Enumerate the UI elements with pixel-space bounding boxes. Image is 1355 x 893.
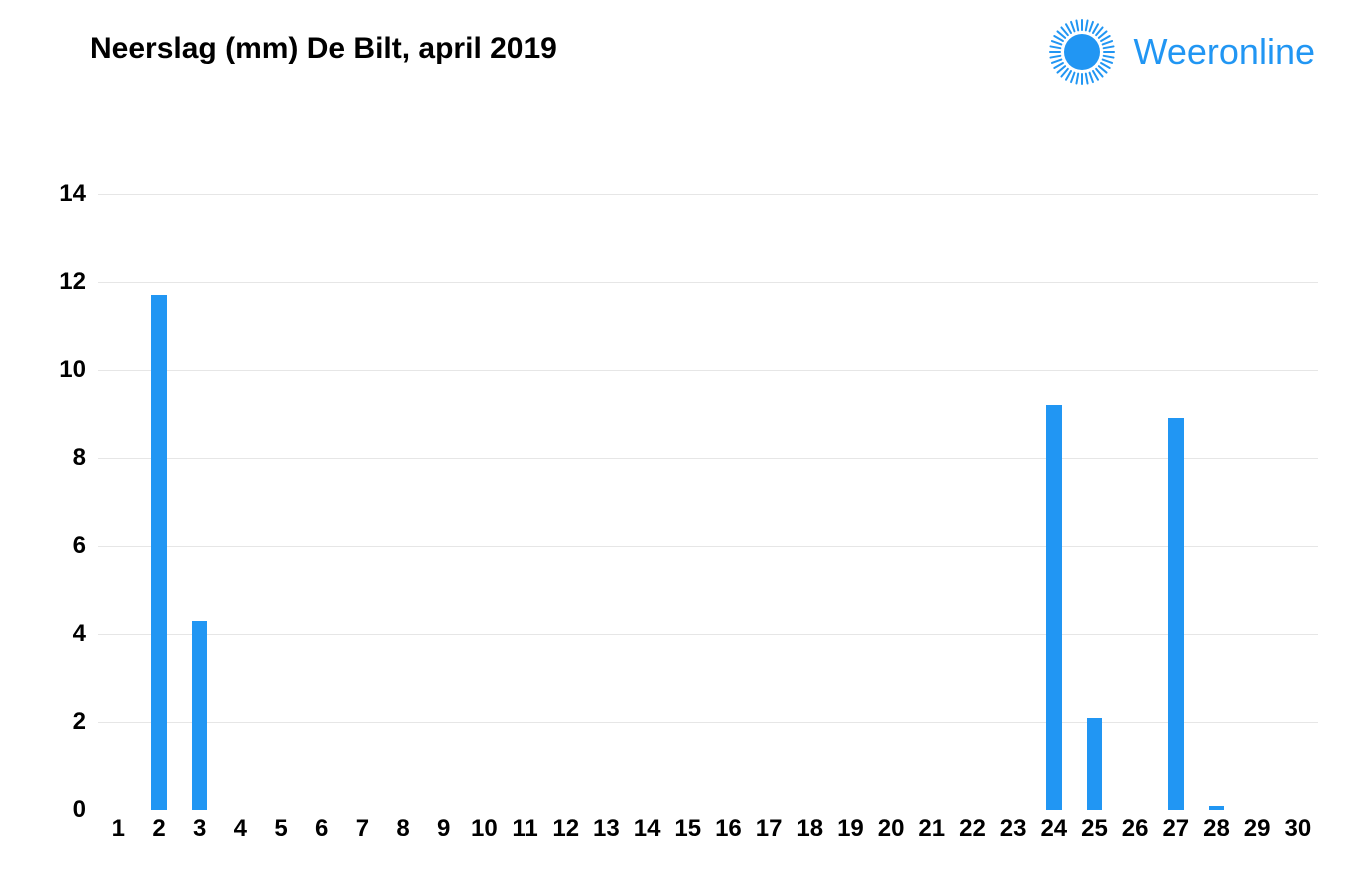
x-tick-label: 21 [911,815,952,843]
bar-slot [952,175,993,810]
bar-slot [1237,175,1278,810]
x-tick-label: 27 [1155,815,1196,843]
bar-slot [261,175,302,810]
brand-name: Weeronline [1134,31,1315,73]
chart-bar [151,295,166,810]
bar-slot [98,175,139,810]
chart-bar [192,621,207,810]
y-tick-label: 14 [26,180,86,208]
bar-slot [1115,175,1156,810]
x-tick-label: 26 [1115,815,1156,843]
bar-slot [545,175,586,810]
bar-slot [871,175,912,810]
x-tick-label: 1 [98,815,139,843]
chart-bar [1209,806,1224,810]
bar-slot [1277,175,1318,810]
y-tick-label: 4 [26,620,86,648]
x-tick-label: 17 [749,815,790,843]
bar-slot [789,175,830,810]
x-tick-label: 16 [708,815,749,843]
brand-logo: Weeronline [1048,18,1315,86]
x-tick-label: 19 [830,815,871,843]
bar-slot [1033,175,1074,810]
x-tick-label: 30 [1277,815,1318,843]
bar-slot [911,175,952,810]
x-axis: 1234567891011121314151617181920212223242… [98,815,1318,843]
bar-slot [830,175,871,810]
bar-slot [464,175,505,810]
bar-slot [220,175,261,810]
y-tick-label: 10 [26,356,86,384]
y-axis: 02468101214 [26,175,86,810]
bar-slot [1074,175,1115,810]
bar-slot [139,175,180,810]
bar-slot [667,175,708,810]
bar-slot [708,175,749,810]
x-tick-label: 25 [1074,815,1115,843]
bar-slot [1196,175,1237,810]
x-tick-label: 20 [871,815,912,843]
y-tick-label: 2 [26,708,86,736]
x-tick-label: 3 [179,815,220,843]
chart-title: Neerslag (mm) De Bilt, april 2019 [90,32,557,66]
chart-bar [1087,718,1102,810]
bar-slot [179,175,220,810]
bar-slot [993,175,1034,810]
x-tick-label: 12 [545,815,586,843]
chart-bars [98,175,1318,810]
x-tick-label: 14 [627,815,668,843]
x-tick-label: 15 [667,815,708,843]
bar-slot [586,175,627,810]
x-tick-label: 24 [1033,815,1074,843]
x-tick-label: 18 [789,815,830,843]
bar-slot [383,175,424,810]
x-tick-label: 9 [423,815,464,843]
bar-slot [749,175,790,810]
bar-slot [627,175,668,810]
x-tick-label: 28 [1196,815,1237,843]
x-tick-label: 13 [586,815,627,843]
x-tick-label: 10 [464,815,505,843]
x-tick-label: 5 [261,815,302,843]
y-tick-label: 8 [26,444,86,472]
x-tick-label: 8 [383,815,424,843]
bar-slot [342,175,383,810]
y-tick-label: 0 [26,796,86,824]
y-tick-label: 12 [26,268,86,296]
x-tick-label: 11 [505,815,546,843]
x-tick-label: 29 [1237,815,1278,843]
x-tick-label: 23 [993,815,1034,843]
y-tick-label: 6 [26,532,86,560]
weeronline-sun-icon [1048,18,1116,86]
bar-slot [301,175,342,810]
x-tick-label: 6 [301,815,342,843]
chart-plot-area [98,175,1318,810]
bar-slot [1155,175,1196,810]
x-tick-label: 4 [220,815,261,843]
x-tick-label: 22 [952,815,993,843]
x-tick-label: 2 [139,815,180,843]
chart-bar [1046,405,1061,810]
chart-bar [1168,418,1183,810]
bar-slot [505,175,546,810]
bar-slot [423,175,464,810]
x-tick-label: 7 [342,815,383,843]
